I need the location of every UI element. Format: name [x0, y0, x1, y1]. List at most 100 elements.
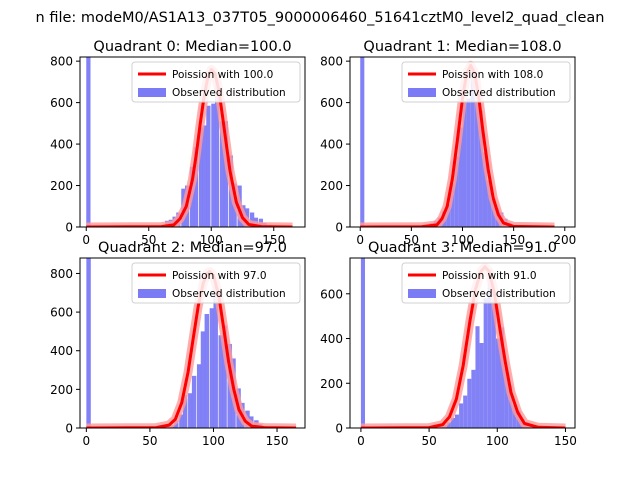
histogram-bar — [466, 98, 471, 227]
quadrant-2-title: Quadrant 2: Median=97.0 — [98, 240, 287, 256]
quadrant-2-legend: Poission with 97.0 Observed distribution — [131, 262, 301, 304]
histogram-bar — [86, 57, 91, 227]
x-tick-label: 50 — [421, 434, 436, 448]
y-tick-label: 800 — [50, 55, 73, 69]
y-tick-label: 400 — [50, 138, 73, 152]
histogram-bar — [454, 156, 459, 227]
legend-poisson-label: Poission with 100.0 — [172, 69, 273, 81]
x-tick-label: 100 — [202, 434, 225, 448]
histogram-bar — [500, 327, 505, 428]
y-tick-label: 600 — [50, 96, 73, 110]
x-tick-label: 0 — [357, 434, 365, 448]
quadrant-3-axes-frame — [349, 257, 576, 429]
quadrant-1-legend: Poission with 108.0 Observed distribution — [401, 61, 571, 103]
legend-observed-label: Observed distribution — [172, 87, 286, 99]
quadrant-2-panel: 0 50 100 150 0 200 400 600 800 Quadrant 2: Median… — [50, 240, 306, 448]
histogram-bar — [450, 417, 455, 428]
histogram-bar — [204, 314, 210, 428]
y-tick-label: 400 — [320, 138, 343, 152]
histogram-bar — [223, 121, 228, 227]
x-tick-label: 200 — [553, 233, 576, 247]
y-tick-label: 400 — [320, 332, 343, 346]
y-tick-label: 400 — [50, 344, 73, 358]
quadrant-0-panel: 0 50 100 150 0 200 400 600 800 Quadrant 0: Median… — [50, 39, 306, 247]
legend-observed-label: Observed distribution — [442, 288, 556, 300]
histogram-bar — [455, 414, 460, 428]
histogram-bar — [206, 105, 211, 227]
legend-observed-label: Observed distribution — [172, 288, 286, 300]
histogram-bar — [193, 147, 198, 227]
y-tick-label: 0 — [65, 221, 73, 235]
legend-box — [401, 61, 571, 103]
histogram-bar — [495, 338, 500, 428]
histogram-bar — [482, 152, 488, 227]
histogram-bar — [211, 103, 216, 227]
x-tick-label: 100 — [451, 233, 474, 247]
legend-observed-label: Observed distribution — [442, 87, 556, 99]
histogram-bar — [191, 375, 197, 428]
histogram-bar — [202, 125, 207, 227]
histogram-bar — [215, 80, 220, 227]
histogram-bar — [487, 180, 492, 227]
histogram-bar — [360, 258, 365, 428]
histogram-bar — [209, 308, 215, 428]
x-tick-label: 0 — [82, 233, 90, 247]
legend-observed-swatch — [138, 88, 166, 97]
histogram-bar — [504, 368, 509, 428]
quadrant-0-plot-area — [86, 57, 293, 227]
quadrant-1-panel: 0 50 100 150 200 0 200 400 600 800 Quadrant 1: Med… — [320, 39, 576, 247]
histogram-bar — [512, 404, 517, 428]
histogram-bar — [220, 121, 225, 227]
legend-observed-swatch — [408, 88, 436, 97]
y-tick-label: 0 — [335, 221, 343, 235]
histogram-bar — [462, 100, 467, 227]
legend-poisson-label: Poission with 91.0 — [442, 270, 537, 282]
histogram-bar — [474, 100, 479, 227]
quadrant-3-panel: 0 50 100 150 0 200 400 600 Quadrant 3: Median=91… — [320, 240, 577, 448]
histogram-bar — [446, 204, 451, 227]
histogram-bar — [198, 127, 203, 227]
quadrant-0-title: Quadrant 0: Median=100.0 — [93, 39, 291, 55]
histogram-bar — [446, 422, 451, 428]
histogram-bar — [463, 395, 468, 428]
x-tick-label: 50 — [404, 233, 419, 247]
histogram-bar — [218, 335, 224, 428]
histogram-bar — [86, 258, 91, 428]
x-tick-label: 150 — [554, 434, 577, 448]
quadrant-2-axes-frame — [79, 257, 306, 429]
x-tick-label: 100 — [486, 434, 509, 448]
x-tick-label: 50 — [142, 434, 157, 448]
legend-box — [131, 61, 301, 103]
histogram-bar — [213, 286, 218, 428]
x-tick-label: 50 — [141, 233, 156, 247]
histogram-bar — [458, 127, 463, 227]
x-tick-label: 150 — [266, 434, 289, 448]
histogram-bar — [459, 403, 464, 428]
x-tick-label: 0 — [83, 434, 91, 448]
quadrant-1-title: Quadrant 1: Median=108.0 — [363, 39, 561, 55]
y-tick-label: 800 — [50, 267, 73, 281]
x-tick-label: 0 — [356, 233, 364, 247]
x-tick-label: 150 — [502, 233, 525, 247]
histogram-bar — [470, 70, 475, 227]
quadrant-0-legend: Poission with 100.0 Observed distribution — [131, 61, 301, 103]
histogram-bar — [508, 385, 513, 428]
histogram-bar — [479, 343, 484, 428]
x-tick-label: 150 — [262, 233, 285, 247]
histogram-bar — [188, 393, 193, 428]
y-tick-label: 0 — [65, 422, 73, 436]
histogram-bar — [491, 299, 496, 428]
quadrant-3-title: Quadrant 3: Median=91.0 — [368, 240, 557, 256]
y-tick-label: 200 — [320, 377, 343, 391]
figure-suptitle: n file: modeM0/AS1A13_037T05_9000006460_… — [36, 10, 605, 26]
y-tick-label: 600 — [50, 306, 73, 320]
histogram-bar — [360, 57, 365, 227]
histogram-bar — [196, 364, 202, 428]
legend-observed-swatch — [138, 289, 166, 298]
y-tick-label: 200 — [50, 179, 73, 193]
histogram-bar — [483, 298, 488, 428]
legend-box — [131, 262, 301, 304]
histogram-bar — [250, 212, 255, 227]
histogram-bar — [450, 183, 455, 227]
